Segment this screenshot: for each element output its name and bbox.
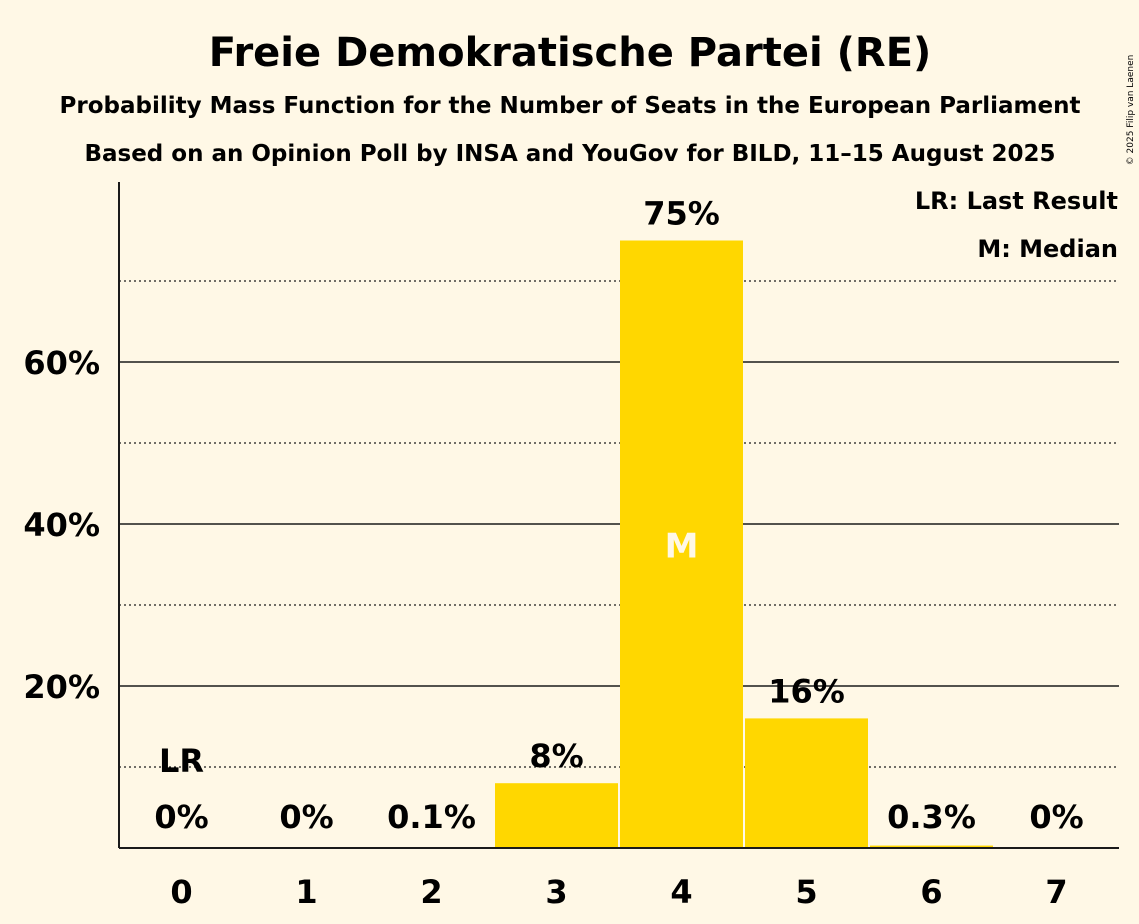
data-label-0: 0% [154,798,208,836]
data-label-5: 16% [768,672,845,710]
bars [370,240,993,848]
data-labels: 0% LR 0% 0.1% 8% 75% M 16% 0.3% 0% [154,195,1083,837]
data-label-2: 0.1% [387,798,476,836]
data-label-4: 75% [643,195,720,233]
chart-subtitle: Probability Mass Function for the Number… [60,93,1081,119]
legend-last-result: LR: Last Result [915,187,1118,215]
y-tick-label: 20% [23,668,100,706]
y-axis-ticks: 20% 40% 60% [23,344,100,706]
median-marker: M [665,526,699,566]
x-tick-label: 0 [170,873,192,911]
chart-source: Based on an Opinion Poll by INSA and You… [84,141,1055,167]
x-tick-label: 5 [795,873,817,911]
bar-5 [745,718,868,848]
x-tick-label: 6 [920,873,942,911]
x-tick-label: 3 [545,873,567,911]
x-axis-ticks: 0 1 2 3 4 5 6 7 [170,873,1067,911]
bar-6 [870,845,993,848]
last-result-marker: LR [159,742,204,780]
gridlines [119,280,1119,768]
bar-4 [620,240,743,848]
data-label-1: 0% [279,798,333,836]
data-label-3: 8% [529,737,583,775]
y-tick-label: 60% [23,344,100,382]
x-tick-label: 4 [670,873,692,911]
data-label-7: 0% [1029,798,1083,836]
x-tick-label: 2 [420,873,442,911]
x-tick-label: 1 [295,873,317,911]
chart-title: Freie Demokratische Partei (RE) [209,30,932,76]
x-tick-label: 7 [1045,873,1067,911]
legend-median: M: Median [977,235,1118,263]
bar-3 [495,783,618,848]
data-label-6: 0.3% [887,798,976,836]
y-tick-label: 40% [23,506,100,544]
copyright-note: © 2025 Filip van Laenen [1126,55,1136,166]
